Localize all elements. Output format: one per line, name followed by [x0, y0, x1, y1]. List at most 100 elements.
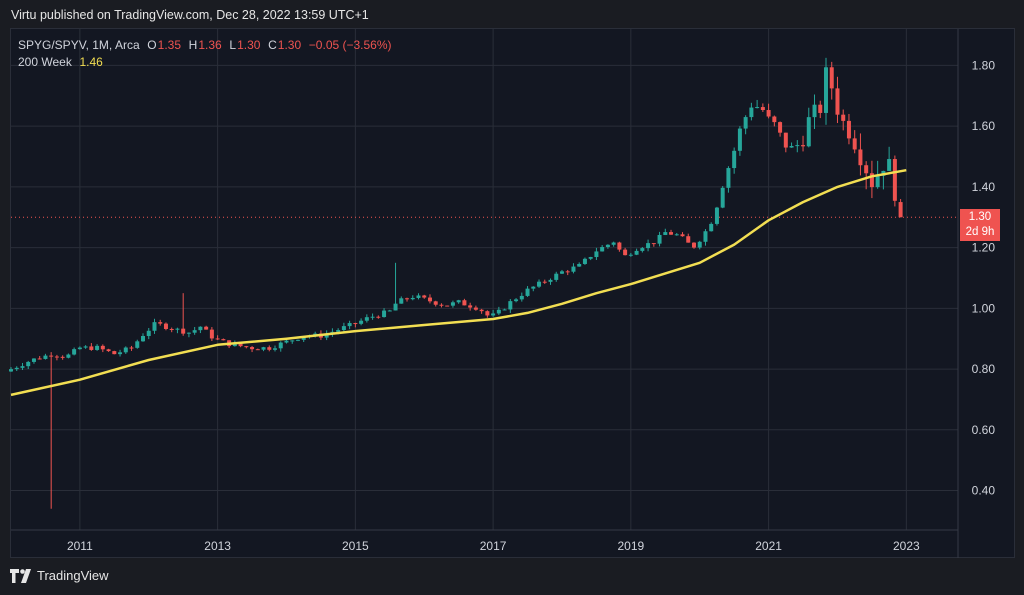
candle-body: [841, 114, 846, 121]
candle-body: [766, 110, 771, 117]
candle-body: [829, 67, 834, 89]
y-tick-label: 1.00: [972, 301, 996, 315]
candle-body: [353, 323, 358, 325]
candle-body: [686, 236, 691, 243]
candle-body: [755, 107, 760, 109]
bar-countdown: 2d 9h: [965, 226, 995, 238]
candle-body: [525, 288, 530, 296]
y-tick-label: 0.40: [972, 484, 996, 498]
x-tick-label: 2015: [342, 539, 369, 553]
last-price-value: 1.30: [968, 211, 992, 223]
candle-body: [462, 300, 467, 306]
candle-body: [456, 300, 461, 303]
candle-body: [445, 305, 450, 307]
candle-body: [600, 247, 605, 252]
candle-body: [20, 366, 25, 368]
chart-frame[interactable]: [10, 28, 1015, 558]
x-tick-label: 2019: [618, 539, 645, 553]
legend-symbol[interactable]: SPYG/SPYV, 1M, Arca: [18, 38, 140, 52]
candle-body: [416, 295, 421, 298]
candle-body: [422, 295, 427, 298]
candle-body: [473, 307, 478, 310]
legend-close-value: 1.30: [277, 38, 302, 52]
candle-body: [198, 326, 203, 331]
candle-body: [703, 231, 708, 242]
candle-body: [588, 257, 593, 259]
candle-body: [376, 316, 381, 318]
candle-body: [714, 207, 719, 224]
legend-ma-label[interactable]: 200 Week: [18, 55, 72, 69]
legend-high-value: 1.36: [198, 38, 222, 52]
legend-close-label: C: [268, 38, 277, 52]
candle-body: [255, 349, 260, 351]
candle-body: [209, 329, 214, 339]
brand-name: TradingView: [37, 568, 109, 583]
candle-body: [89, 346, 94, 350]
candle-body: [554, 273, 559, 280]
candle-body: [244, 346, 249, 348]
candle-body: [60, 356, 65, 358]
candle-body: [359, 320, 364, 324]
candle-body: [892, 159, 897, 201]
candle-body: [221, 339, 226, 341]
candle-body: [261, 347, 266, 350]
candle-body: [341, 326, 346, 331]
candle-body: [129, 347, 134, 349]
candle-body: [823, 67, 828, 113]
candle-body: [577, 263, 582, 267]
candle-body: [192, 330, 197, 333]
candle-body: [772, 116, 777, 123]
candle-body: [9, 369, 13, 372]
candle-body: [186, 332, 191, 334]
candle-body: [364, 317, 369, 321]
published-info: Virtu published on TradingView.com, Dec …: [11, 8, 369, 22]
candle-body: [278, 342, 283, 349]
tradingview-logo-icon: [10, 568, 31, 583]
candle-body: [709, 223, 714, 232]
candle-body: [783, 132, 788, 148]
legend-ma-value: 1.46: [79, 55, 103, 69]
candle-body: [238, 343, 243, 347]
candle-body: [496, 309, 501, 314]
candle-body: [806, 117, 811, 147]
x-tick-label: 2011: [67, 539, 93, 553]
candle-body: [869, 173, 874, 188]
candle-body: [651, 243, 656, 245]
candle-body: [697, 241, 702, 248]
candle-body: [54, 356, 59, 358]
candle-body: [657, 234, 662, 244]
candle-body: [336, 330, 341, 332]
candle-body: [640, 248, 645, 251]
candle-body: [720, 187, 725, 208]
candle-body: [646, 243, 651, 249]
candle-body: [732, 150, 737, 169]
legend-high-label: H: [188, 38, 198, 52]
candle-body: [887, 159, 892, 171]
candle-body: [628, 254, 633, 256]
candle-body: [215, 338, 220, 340]
y-tick-label: 0.80: [972, 362, 996, 376]
y-tick-label: 0.60: [972, 423, 996, 437]
candle-body: [77, 347, 82, 350]
legend-low-value: 1.30: [237, 38, 261, 52]
candle-body: [737, 128, 742, 151]
candle-body: [801, 145, 806, 147]
candle-body: [565, 271, 570, 273]
candle-body: [410, 297, 415, 300]
candle-body: [548, 279, 553, 282]
tradingview-brand[interactable]: TradingView: [10, 568, 109, 583]
candle-body: [72, 349, 77, 355]
y-tick-label: 1.20: [972, 241, 996, 255]
candle-body: [795, 145, 800, 147]
candle-body: [835, 88, 840, 115]
candle-body: [393, 303, 398, 311]
candle-body: [158, 322, 163, 324]
candle-body: [181, 328, 186, 334]
candle-body: [152, 322, 157, 331]
candle-body: [858, 149, 863, 166]
candle-body: [169, 328, 174, 330]
candle-body: [812, 104, 817, 118]
candle-body: [382, 310, 387, 318]
candle-body: [83, 346, 88, 348]
